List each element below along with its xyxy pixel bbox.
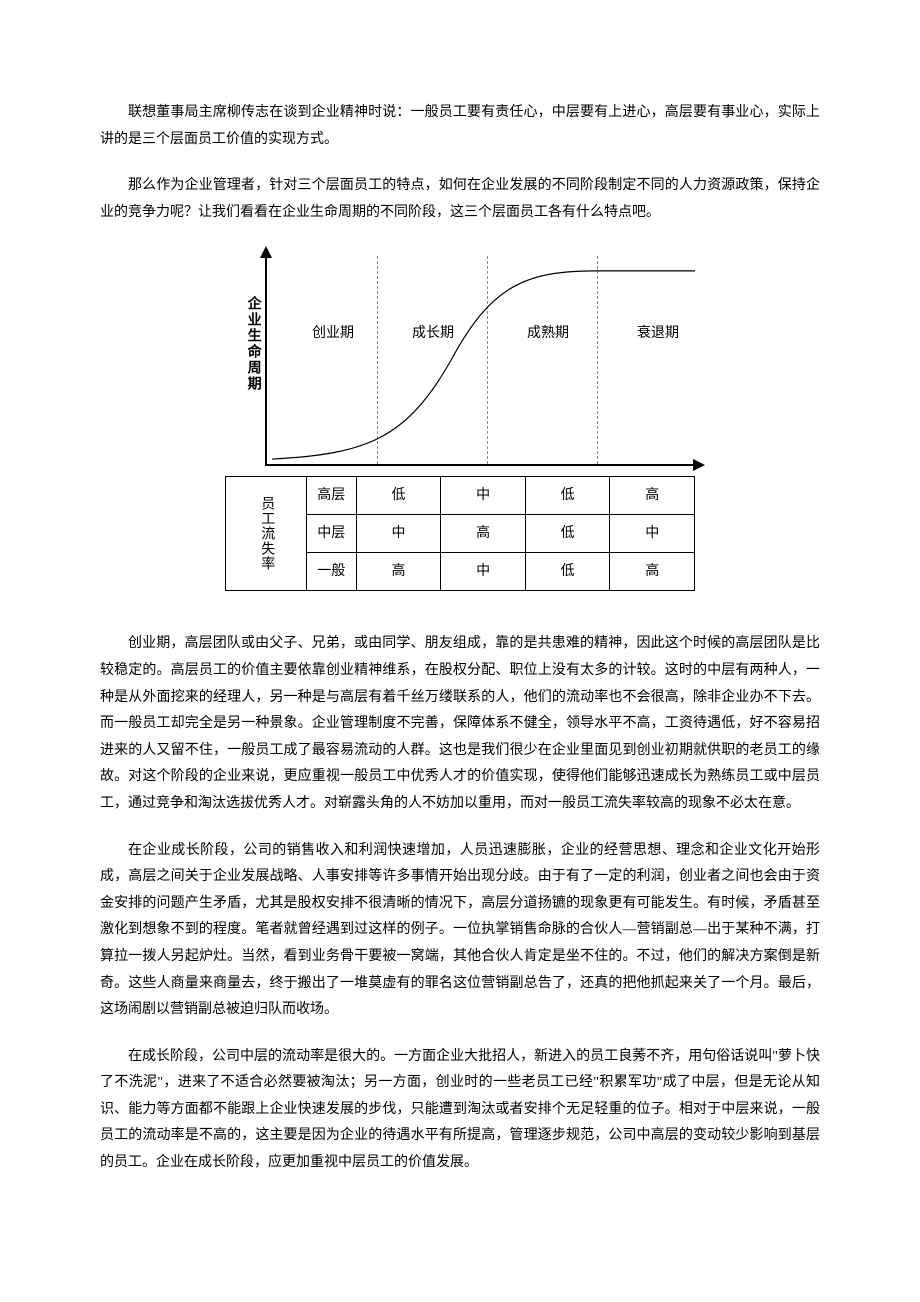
table-cell: 高 [610,477,695,515]
table-cell: 中 [610,515,695,553]
level-cell-general: 一般 [306,553,356,591]
level-cell-senior: 高层 [306,477,356,515]
paragraph-5: 在成长阶段，公司中层的流动率是很大的。一方面企业大批招人，新进入的员工良莠不齐，… [100,1044,820,1177]
paragraph-3: 创业期，高层团队或由父子、兄弟，或由同学、朋友组成，靠的是共患难的精神，因此这个… [100,631,820,817]
paragraph-2: 那么作为企业管理者，针对三个层面员工的特点，如何在企业发展的不同阶段制定不同的人… [100,173,820,226]
table-cell: 低 [525,553,610,591]
table-cell: 中 [356,515,441,553]
table-row-header: 员工流失率 [226,477,307,591]
table-cell: 低 [525,515,610,553]
paragraph-1: 联想董事局主席柳传志在谈到企业精神时说：一般员工要有责任心，中层要有上进心，高层… [100,100,820,153]
turnover-table: 员工流失率 高层 低 中 低 高 中层 中 高 低 中 一般 高 中 低 高 [225,476,695,591]
lifecycle-curve [267,256,695,464]
table-cell: 中 [441,477,526,515]
table-cell: 高 [610,553,695,591]
paragraph-4: 在企业成长阶段，公司的销售收入和利润快速增加，人员迅速膨胀，企业的经营思想、理念… [100,838,820,1024]
table-cell: 高 [356,553,441,591]
lifecycle-figure: 企业生命周期 创业期 成长期 成熟期 衰退期 员工流失率 高层 低 中 低 高 … [100,256,820,591]
y-axis-label: 企业生命周期 [239,296,266,392]
table-row: 员工流失率 高层 低 中 低 高 [226,477,695,515]
table-cell: 高 [441,515,526,553]
table-cell: 低 [356,477,441,515]
lifecycle-chart: 企业生命周期 创业期 成长期 成熟期 衰退期 [265,256,695,466]
level-cell-middle: 中层 [306,515,356,553]
table-cell: 低 [525,477,610,515]
table-cell: 中 [441,553,526,591]
